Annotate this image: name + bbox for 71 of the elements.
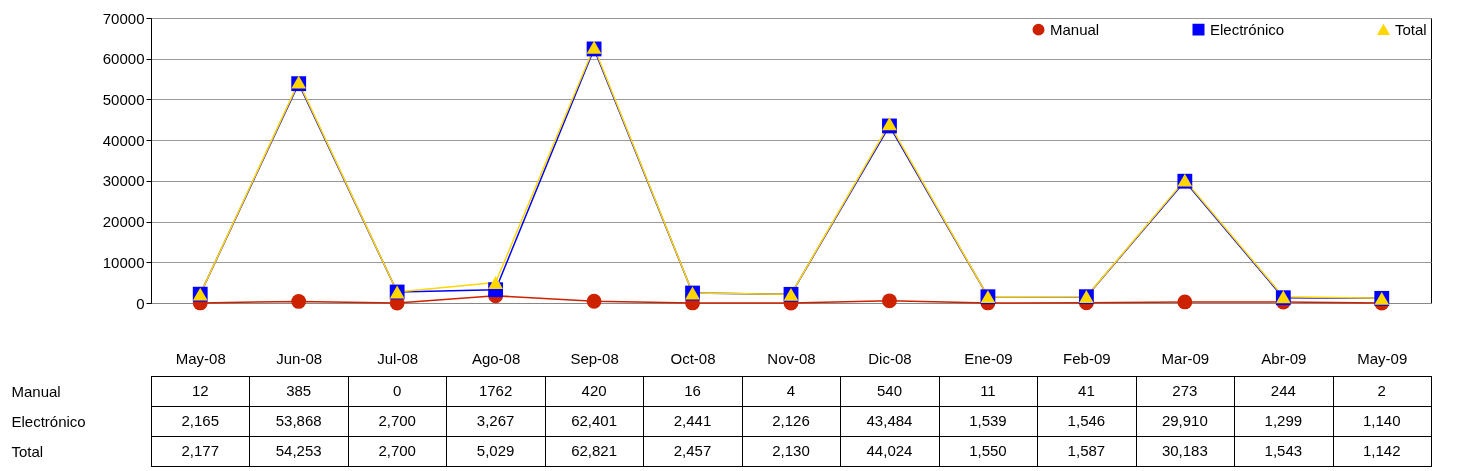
x-tick-label: Nov-08 bbox=[767, 349, 816, 367]
y-tick-label: 0 bbox=[136, 294, 145, 312]
x-tick-label: Mar-09 bbox=[1161, 349, 1210, 367]
text: Manual bbox=[11, 382, 61, 400]
data-label: 1,539 bbox=[969, 412, 1007, 429]
data-label: 11 bbox=[980, 382, 996, 399]
data-label: 5,029 bbox=[476, 442, 515, 459]
point bbox=[291, 294, 307, 309]
data-label: 1,587 bbox=[1067, 442, 1106, 459]
point bbox=[882, 293, 897, 309]
y-tick-label: 30000 bbox=[102, 172, 145, 190]
x-tick-label: May-09 bbox=[1357, 349, 1408, 367]
data-label: 4 bbox=[786, 382, 796, 399]
y-tick-label: 70000 bbox=[102, 9, 145, 27]
data-label: 2,457 bbox=[673, 442, 712, 459]
data-label: 2,177 bbox=[181, 442, 219, 459]
point bbox=[1177, 294, 1193, 310]
data-label: 1,142 bbox=[1363, 442, 1401, 459]
data-label: 540 bbox=[876, 382, 902, 399]
data-label: 16 bbox=[684, 382, 701, 399]
data-label: 2,700 bbox=[378, 442, 416, 459]
data-label: 420 bbox=[581, 382, 607, 399]
x-tick-label: Oct-08 bbox=[670, 349, 716, 367]
legend-label: Electrónico bbox=[1210, 20, 1285, 38]
text: Electrónico bbox=[11, 412, 86, 430]
legend-label: Manual bbox=[1050, 20, 1100, 38]
data-label: 2,126 bbox=[772, 412, 810, 429]
x-tick-label: Jun-08 bbox=[276, 349, 323, 367]
data-label: 29,910 bbox=[1161, 412, 1208, 429]
data-label: 2,441 bbox=[673, 412, 712, 429]
data-label: 2,700 bbox=[378, 412, 416, 429]
data-label: 3,267 bbox=[476, 412, 515, 429]
y-tick-label: 10000 bbox=[102, 253, 145, 271]
point bbox=[586, 293, 602, 309]
data-label: 54,253 bbox=[275, 442, 322, 459]
y-tick-label: 50000 bbox=[102, 90, 145, 108]
data-label: 2,165 bbox=[181, 412, 219, 429]
x-tick-label: Abr-09 bbox=[1261, 349, 1307, 367]
data-label: 1,299 bbox=[1264, 412, 1303, 429]
data-label: 1,140 bbox=[1363, 412, 1401, 429]
data-label: 43,484 bbox=[866, 412, 913, 429]
data-label: 62,401 bbox=[571, 412, 618, 429]
legend-label: Total bbox=[1395, 20, 1427, 38]
data-label: 2,130 bbox=[772, 442, 810, 459]
data-label: 44,024 bbox=[866, 442, 913, 459]
data-label: 1,543 bbox=[1264, 442, 1303, 459]
data-label: 2 bbox=[1377, 382, 1386, 399]
x-tick-label: Ago-08 bbox=[471, 349, 521, 367]
data-label: 62,821 bbox=[571, 442, 618, 459]
data-label: 1,546 bbox=[1067, 412, 1106, 429]
data-label: 53,868 bbox=[275, 412, 322, 429]
data-label: 1762 bbox=[478, 382, 513, 399]
y-tick-label: 20000 bbox=[102, 213, 145, 231]
data-label: 0 bbox=[392, 382, 402, 399]
data-label: 30,183 bbox=[1161, 442, 1208, 459]
x-tick-label: May-08 bbox=[175, 349, 226, 367]
x-tick-label: Dic-08 bbox=[868, 349, 912, 367]
point bbox=[488, 276, 504, 289]
data-label: 273 bbox=[1172, 382, 1198, 399]
x-tick-label: Feb-09 bbox=[1063, 349, 1111, 367]
x-tick-label: Jul-08 bbox=[377, 349, 419, 367]
data-label: 1,550 bbox=[969, 442, 1007, 459]
data-label: 12 bbox=[191, 382, 209, 399]
y-tick-label: 40000 bbox=[102, 131, 145, 149]
x-tick-label: Ene-09 bbox=[964, 349, 1013, 367]
data-label: 244 bbox=[1270, 382, 1296, 399]
text: Total bbox=[11, 442, 44, 460]
data-label: 385 bbox=[286, 382, 312, 399]
y-tick-label: 60000 bbox=[102, 50, 145, 68]
x-tick-label: Sep-08 bbox=[570, 349, 619, 367]
data-label: 41 bbox=[1078, 382, 1095, 399]
